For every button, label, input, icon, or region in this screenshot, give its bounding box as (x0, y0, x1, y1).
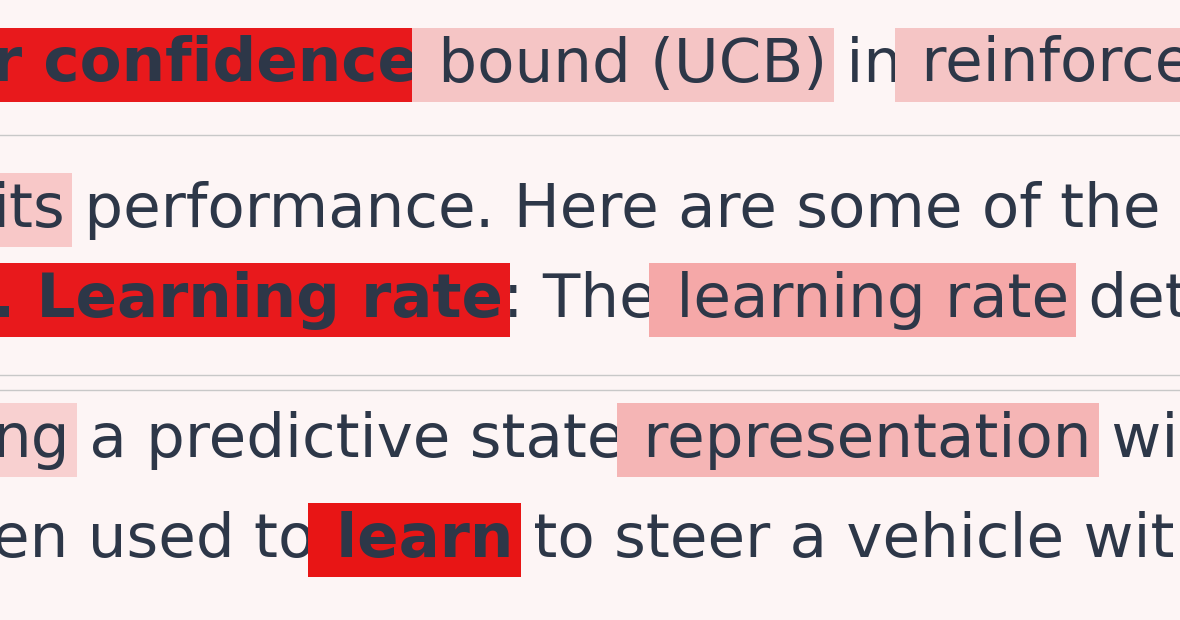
Text: learn: learn (315, 510, 513, 570)
Text: its: its (0, 180, 65, 239)
Text: with off-: with off- (1092, 410, 1180, 469)
Text: a predictive state: a predictive state (70, 410, 624, 469)
Text: reinforcement: reinforcement (903, 35, 1180, 94)
Text: to steer a vehicle with: to steer a vehicle with (513, 510, 1180, 570)
Text: representation: representation (624, 410, 1092, 469)
Text: . Learning rate: . Learning rate (0, 270, 503, 329)
Text: in: in (827, 35, 903, 94)
Text: learning rate: learning rate (657, 270, 1069, 329)
Text: : The: : The (503, 270, 657, 329)
Text: r confidence: r confidence (0, 35, 419, 94)
Text: . Here are some of the most impor: . Here are some of the most impor (476, 180, 1180, 239)
Text: ng: ng (0, 410, 70, 469)
Text: en used to: en used to (0, 510, 315, 570)
Text: determines how d: determines how d (1069, 270, 1180, 329)
Text: bound (UCB): bound (UCB) (419, 35, 827, 94)
Text: performance: performance (65, 180, 476, 239)
